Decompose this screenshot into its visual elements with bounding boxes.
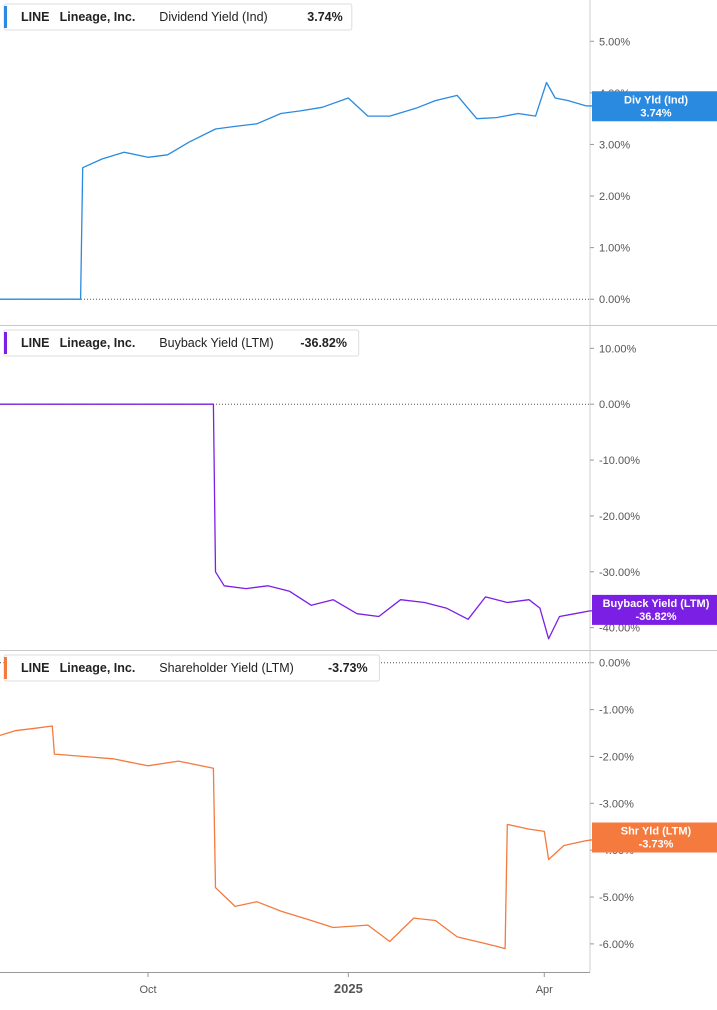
value-flag-box [592, 91, 717, 122]
series-line-dividend [0, 81, 608, 300]
y-tick-label: -10.00% [599, 455, 640, 467]
legend-3: LINE Lineage, Inc. Shareholder Yield (LTM)… [3, 654, 380, 682]
legend-metric: Dividend Yield (Ind) [159, 10, 267, 24]
y-tick-label: 0.00% [599, 658, 630, 670]
y-tick-label: -40.00% [599, 623, 640, 635]
legend-metric: Buyback Yield (LTM) [159, 336, 273, 350]
series-line-shareholder [0, 725, 608, 950]
value-flag-box [592, 822, 717, 853]
legend-company: Lineage, Inc. [60, 336, 136, 350]
panel-2: 10.00% 0.00% -10.00% -20.00% -30.00% -40.00% L… [0, 325, 717, 640]
y-tick-label: -1.00% [599, 705, 634, 717]
panel-3: 0.00%-1.00%-2.00%-3.00%-4.00%-5.00%-6.00… [0, 650, 717, 951]
y-tick-label: 1.00% [599, 243, 630, 255]
y-tick-label: -5.00% [599, 892, 634, 904]
y-tick-label: -3.00% [599, 798, 634, 810]
y-tick-label: 5.00% [599, 36, 630, 48]
value-flag-1: Div Yld (Ind)3.74% [592, 91, 717, 122]
y-tick-label: -6.00% [599, 939, 634, 951]
value-flag-label: Buyback Yield (LTM) [603, 598, 710, 610]
legend-metric: Shareholder Yield (LTM) [159, 661, 294, 675]
value-flag-2: Buyback Yield (LTM)-36.82% [592, 594, 717, 625]
legend-color-marker [4, 657, 7, 679]
y-tick-label: 0.00% [599, 294, 630, 306]
x-tick-label: Oct [139, 984, 156, 996]
value-flag-value: -36.82% [636, 611, 677, 623]
legend-1: LINE Lineage, Inc. Dividend Yield (Ind) 3.7… [3, 3, 353, 31]
y-tick-label: -30.00% [599, 567, 640, 579]
legend-color-marker [4, 6, 7, 28]
legend-value: 3.74% [307, 10, 342, 24]
y-tick-label: 0.00% [599, 399, 630, 411]
y-tick-label: 3.00% [599, 139, 630, 151]
y-tick-label: -20.00% [599, 511, 640, 523]
series-line-buyback [0, 403, 608, 640]
x-tick-label: Apr [536, 984, 553, 996]
y-tick-label: 2.00% [599, 191, 630, 203]
y-tick-label: 10.00% [599, 343, 637, 355]
value-flag-value: 3.74% [640, 107, 671, 119]
legend-ticker: LINE [21, 336, 49, 350]
value-flag-box [592, 594, 717, 625]
legend-value: -3.73% [328, 661, 368, 675]
legend-2: LINE Lineage, Inc. Buyback Yield (LTM) -36.… [3, 329, 360, 357]
legend-ticker: LINE [21, 10, 49, 24]
legend-company: Lineage, Inc. [60, 10, 136, 24]
value-flag-3: Shr Yld (LTM)-3.73% [592, 822, 717, 853]
panel-1: 0.00%1.00%2.00%3.00%4.00%5.00%LINELineag… [0, 3, 717, 306]
legend-color-marker [4, 332, 7, 354]
legend-value: -36.82% [300, 336, 347, 350]
x-tick-label: 2025 [334, 981, 363, 996]
legend-company: Lineage, Inc. [60, 661, 136, 675]
value-flag-value: -3.73% [639, 839, 674, 851]
value-flag-label: Div Yld (Ind) [624, 94, 688, 106]
y-tick-label: -2.00% [599, 751, 634, 763]
legend-ticker: LINE [21, 661, 49, 675]
value-flag-label: Shr Yld (LTM) [621, 826, 692, 838]
